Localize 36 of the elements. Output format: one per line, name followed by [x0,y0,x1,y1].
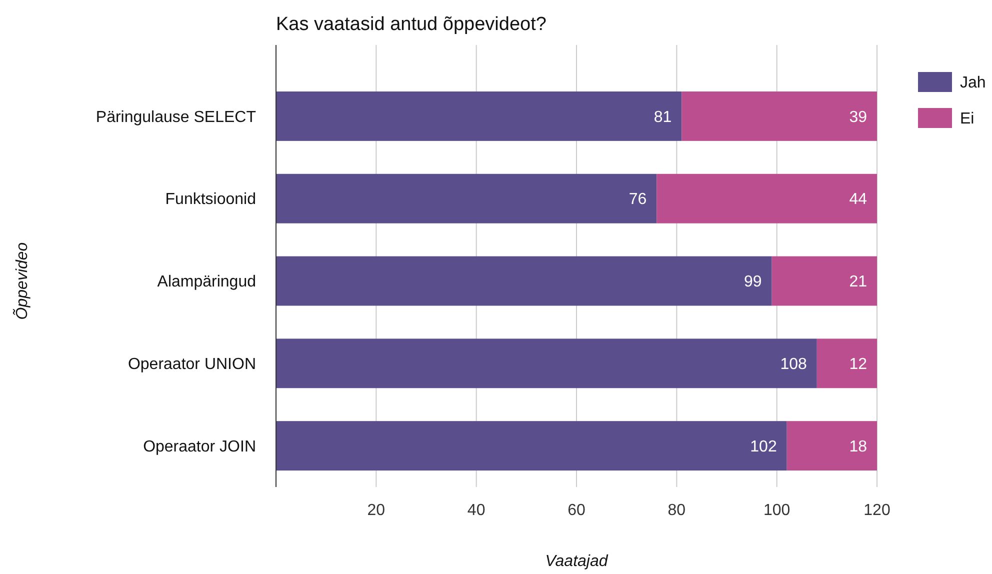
bar [786,421,877,471]
y-tick-label: Funktsioonid [165,191,256,208]
data-label: 18 [849,438,868,456]
data-label: 21 [849,274,868,291]
x-tick-label: 20 [367,502,386,519]
data-label: 39 [849,108,868,126]
bar [772,256,877,306]
bar [816,338,877,388]
legend-label: Jah [960,74,986,92]
legend-label: Ei [960,110,974,128]
data-label: 44 [849,191,868,208]
x-tick-label: 100 [763,502,790,519]
x-tick-label: 80 [668,502,686,519]
bar [276,91,682,141]
y-tick-label: Operaator UNION [128,356,256,373]
x-axis-title: Vaatajad [545,553,609,570]
x-tick-label: 60 [568,502,586,519]
bar [276,174,657,224]
y-tick-label: Alampäringud [157,274,256,291]
data-label: 102 [750,438,777,456]
data-label: 81 [654,108,672,126]
y-tick-label: Operaator JOIN [143,438,256,456]
bar [276,421,787,471]
y-tick-label: Päringulause SELECT [96,108,256,126]
bar [682,91,877,141]
data-label: 12 [849,356,868,373]
y-axis-title: Õppevideo [12,242,31,320]
x-tick-label: 40 [467,502,486,519]
data-label: 76 [628,191,647,208]
bar [276,338,817,388]
data-label: 108 [780,356,807,373]
data-label: 99 [744,274,762,291]
bar [276,256,772,306]
bar [656,174,877,224]
chart-title: Kas vaatasid antud õppevideot? [276,14,546,35]
x-tick-label: 120 [864,502,890,519]
